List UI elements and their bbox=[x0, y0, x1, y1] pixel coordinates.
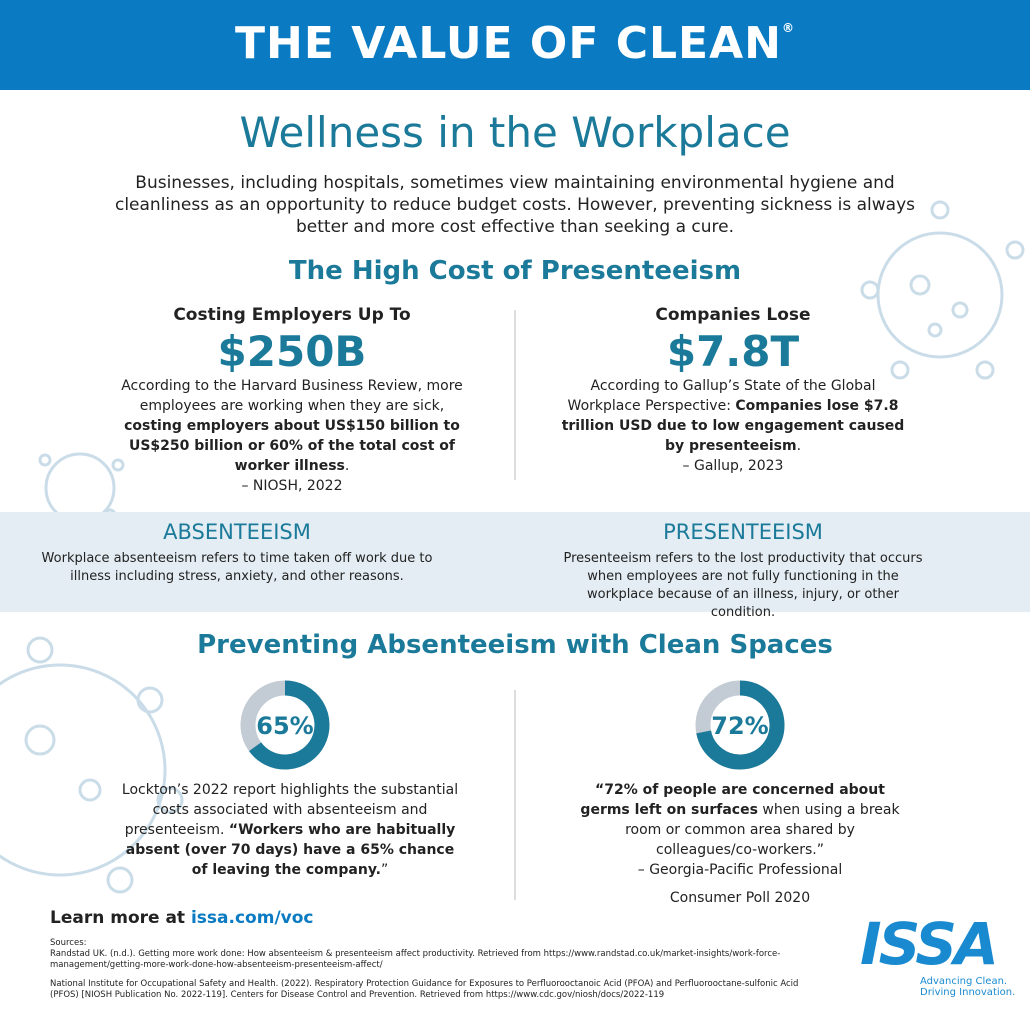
donut-label: 65% bbox=[256, 712, 313, 740]
stat-text: Lockton’s 2022 report highlights the sub… bbox=[120, 780, 460, 880]
heading: Wellness in the Workplace bbox=[239, 108, 791, 157]
tagline-line: Driving Innovation. bbox=[920, 987, 1016, 998]
section-heading: Preventing Absenteeism with Clean Spaces bbox=[197, 630, 833, 660]
banner-title: THE VALUE OF CLEAN® bbox=[0, 18, 1030, 69]
donut-arc bbox=[696, 680, 785, 770]
definition-text: Workplace absenteeism refers to time tak… bbox=[41, 551, 433, 584]
definition-band bbox=[0, 512, 1030, 612]
text-segment: costing employers about US$150 billion t… bbox=[124, 418, 460, 474]
learn-more: Learn more at issa.com/voc bbox=[50, 908, 314, 928]
learn-more-text: Learn more at bbox=[50, 908, 186, 928]
text-segment: . bbox=[344, 458, 350, 474]
text-segment: According to the Harvard Business Review… bbox=[121, 378, 463, 414]
definition-term: PRESENTEEISM bbox=[663, 520, 823, 544]
sources: Sources: Randstad UK. (n.d.). Getting mo… bbox=[50, 938, 810, 1001]
text-segment: Lockton’s 2022 report highlights the sub… bbox=[121, 782, 459, 838]
section-heading: The High Cost of Presenteeism bbox=[288, 256, 742, 286]
stat-column: “72% of people are concerned about germs… bbox=[575, 780, 905, 908]
intro-text: Businesses, including hospitals, sometim… bbox=[114, 173, 916, 237]
text-segment: Companies lose $7.8 trillion USD due to … bbox=[561, 398, 905, 454]
text-segment: . bbox=[796, 438, 802, 454]
text-segment: According to Gallup’s State of the Globa… bbox=[567, 378, 876, 414]
banner bbox=[0, 0, 1030, 90]
text-segment: ” bbox=[380, 862, 389, 878]
column-text: According to the Harvard Business Review… bbox=[112, 376, 472, 476]
stat-source: – Georgia-Pacific Professional bbox=[637, 862, 843, 878]
sources-heading: Sources: bbox=[50, 938, 87, 948]
tagline-line: Advancing Clean. bbox=[920, 976, 1008, 987]
cost-column: Companies Lose $7.8T According to Gallup’s… bbox=[553, 305, 913, 476]
definition-text: Presenteeism refers to the lost producti… bbox=[563, 551, 923, 620]
column-text: According to Gallup’s State of the Globa… bbox=[553, 376, 913, 456]
registered-mark: ® bbox=[781, 21, 795, 35]
definition-term: ABSENTEEISM bbox=[163, 520, 311, 544]
column-label: Companies Lose bbox=[655, 305, 811, 325]
tagline: Advancing Clean. Driving Innovation. bbox=[920, 976, 1015, 998]
stat-text: “72% of people are concerned about germs… bbox=[575, 780, 905, 860]
source-item: National Institute for Occupational Safe… bbox=[50, 979, 799, 1000]
logo: ISSA bbox=[860, 910, 999, 978]
link[interactable]: issa.com/voc bbox=[190, 908, 314, 928]
column-label: Costing Employers Up To bbox=[173, 305, 411, 325]
cost-column: Costing Employers Up To $250B According to… bbox=[112, 305, 472, 496]
source-item: Randstad UK. (n.d.). Getting more work d… bbox=[50, 949, 781, 970]
text-segment: when using a break room or common area s… bbox=[625, 802, 900, 858]
donut-label: 72% bbox=[711, 712, 768, 740]
stat-source: Consumer Poll 2020 bbox=[669, 890, 811, 906]
text-segment: “Workers who are habitually absent (over… bbox=[125, 822, 456, 878]
big-figure: $7.8T bbox=[666, 327, 800, 376]
text-segment: “72% of people are concerned about germs… bbox=[580, 782, 885, 818]
big-figure: $250B bbox=[217, 327, 367, 376]
donut-arc bbox=[249, 680, 330, 770]
column-source: – Gallup, 2023 bbox=[682, 458, 784, 474]
donut-charts: 65% 72% bbox=[240, 680, 785, 770]
stat-column: Lockton’s 2022 report highlights the sub… bbox=[120, 780, 460, 880]
column-source: – NIOSH, 2022 bbox=[241, 478, 343, 494]
title-text: THE VALUE OF CLEAN bbox=[235, 18, 782, 69]
